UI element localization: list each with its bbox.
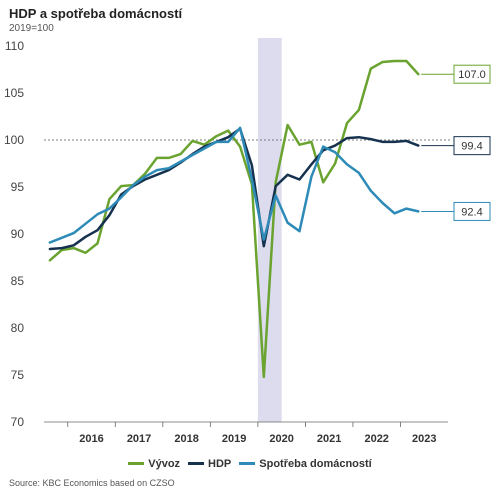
x-tick-label: 2021 — [317, 433, 341, 445]
series-line — [48, 59, 420, 379]
x-tick-label: 2020 — [269, 433, 293, 445]
chart-source: Source: KBC Economics based on CZSO — [9, 478, 175, 488]
legend-label: HDP — [208, 457, 232, 470]
y-tick-label: 95 — [11, 180, 25, 194]
x-tick-label: 2023 — [412, 433, 436, 445]
series-line — [48, 126, 420, 244]
y-tick-label: 100 — [4, 133, 24, 147]
shaded-period — [257, 38, 282, 422]
y-tick-label: 110 — [5, 39, 24, 53]
legend-item: Vývoz — [128, 458, 180, 470]
y-tick-label: 80 — [11, 321, 25, 335]
end-label: 99.4 — [461, 141, 482, 153]
legend-swatch — [188, 462, 205, 465]
end-label: 107.0 — [458, 69, 486, 81]
end-label-box — [453, 64, 491, 84]
chart-legend: Vývoz HDP Spotřeba domácností — [0, 456, 500, 470]
chart-subtitle: 2019=100 — [9, 23, 54, 34]
x-tick-label: 2017 — [127, 433, 151, 445]
end-label-box — [453, 201, 491, 221]
series-line — [48, 127, 420, 251]
end-label: 92.4 — [461, 206, 482, 218]
legend-item: Spotřeba domácností — [239, 457, 372, 470]
legend-swatch — [239, 462, 256, 465]
legend-label: Vývoz — [148, 457, 181, 470]
y-tick-label: 70 — [11, 415, 25, 429]
y-tick-label: 90 — [11, 227, 25, 241]
legend-item: HDP — [188, 458, 231, 470]
x-tick-label: 2022 — [364, 433, 388, 445]
y-tick-label: 75 — [11, 368, 25, 382]
y-tick-label: 105 — [4, 86, 24, 100]
legend-label: Spotřeba domácností — [259, 457, 372, 470]
x-tick-label: 2018 — [174, 433, 198, 445]
y-tick-label: 85 — [11, 274, 25, 288]
end-label-box — [453, 136, 491, 156]
chart-title: HDP a spotřeba domácností — [9, 6, 183, 21]
x-tick-label: 2019 — [222, 433, 246, 445]
x-tick-label: 2016 — [79, 433, 103, 445]
legend-swatch — [128, 462, 145, 465]
